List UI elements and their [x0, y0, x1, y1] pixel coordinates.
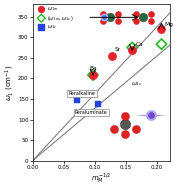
Point — [135, 12, 137, 15]
Text: Peralkaline: Peralkaline — [69, 91, 96, 96]
Point — [103, 15, 105, 18]
Text: $\omega_{1c}$: $\omega_{1c}$ — [47, 23, 58, 31]
Point — [96, 102, 99, 105]
Point — [142, 16, 145, 19]
Point — [40, 17, 43, 20]
Point — [92, 92, 94, 95]
Point — [135, 19, 137, 22]
Point — [112, 127, 115, 130]
Text: ($\omega_{1m}$, $\omega_{1c}$): ($\omega_{1m}$, $\omega_{1c}$) — [47, 14, 74, 23]
Point — [131, 49, 134, 52]
Point — [123, 132, 126, 135]
Point — [40, 26, 43, 29]
Text: Ca: Ca — [135, 42, 143, 47]
X-axis label: $m_M^{-1/2}$: $m_M^{-1/2}$ — [91, 171, 111, 185]
Point — [40, 8, 43, 11]
Point — [101, 12, 104, 15]
Text: $\omega_{1c}$: $\omega_{1c}$ — [131, 80, 143, 88]
Point — [123, 115, 126, 118]
Point — [101, 19, 104, 22]
Point — [92, 74, 94, 77]
Point — [92, 74, 94, 77]
Point — [116, 19, 119, 22]
Text: Ba: Ba — [89, 66, 97, 71]
Text: Peraluminate: Peraluminate — [75, 110, 108, 115]
Point — [134, 127, 137, 130]
Text: $\omega_{1m}$: $\omega_{1m}$ — [47, 5, 59, 13]
Point — [160, 27, 163, 30]
Point — [123, 123, 126, 126]
Y-axis label: $\omega_1$ (cm$^{-1}$): $\omega_1$ (cm$^{-1}$) — [4, 64, 16, 101]
Text: Sr: Sr — [114, 47, 120, 52]
Point — [76, 98, 79, 101]
Point — [131, 46, 134, 49]
Point — [149, 19, 152, 22]
Point — [149, 114, 152, 117]
Point — [160, 43, 163, 46]
Point — [149, 12, 152, 15]
Text: Mg: Mg — [164, 22, 173, 27]
Point — [111, 54, 114, 57]
Point — [116, 12, 119, 15]
Point — [109, 16, 112, 19]
